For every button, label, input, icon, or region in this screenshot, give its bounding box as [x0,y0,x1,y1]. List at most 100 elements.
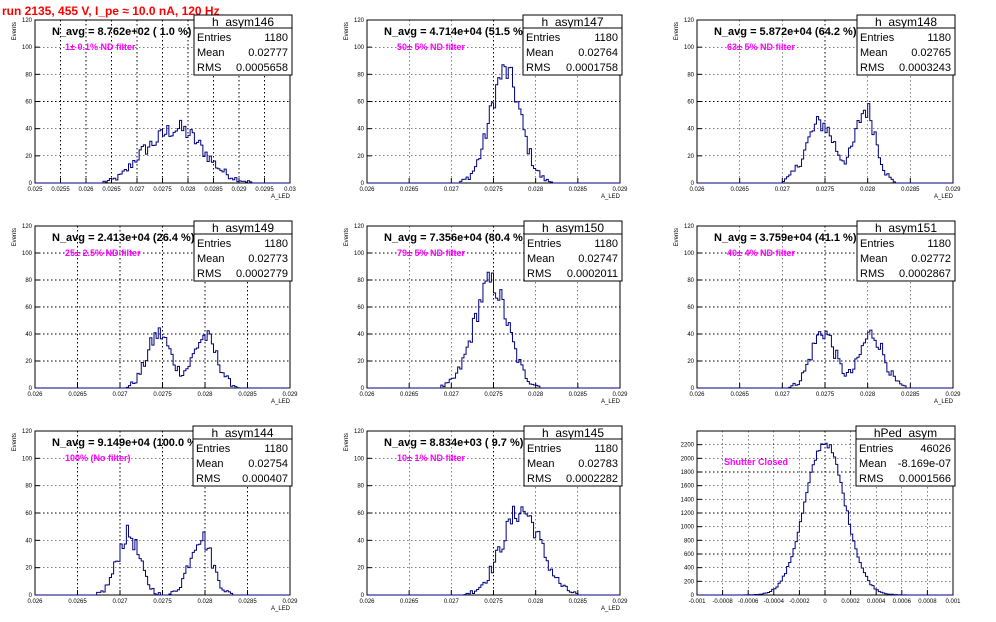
stats-title: h_asym147 [541,15,603,29]
x-tick-label: 0.0285 [569,187,588,193]
x-tick-label: 0.0285 [901,187,920,193]
x-tick-label: 0.026 [78,187,94,193]
y-tick-label: 1400 [681,497,695,503]
y-tick-label: 20 [357,359,364,365]
y-tick-label: 600 [684,552,695,558]
stats-value-rms: 0.0002282 [566,473,618,485]
y-tick-label: 40 [357,127,364,133]
x-tick-label: 0.029 [612,187,628,193]
stats-box: h_asym148 Entries 1180 Mean 0.02765 RMS 0.0003… [856,14,956,76]
stats-key-rms: RMS [197,62,221,74]
stats-value-entries: 1180 [264,443,288,455]
y-axis-title: Events [674,22,680,40]
y-tick-label: 60 [357,100,364,106]
x-tick-label: 0.027 [444,599,460,605]
stats-value-entries: 1180 [594,32,618,44]
x-tick-label: 0.028 [180,187,196,193]
stats-key-entries: Entries [197,238,232,250]
stats-title: h_asym148 [875,15,937,29]
stats-key-rms: RMS [860,268,884,280]
x-tick-label: 0.001 [945,599,961,605]
stats-value-rms: 0.0001566 [899,473,951,485]
y-tick-label: 100 [354,456,365,462]
histogram-line [35,119,290,184]
y-tick-label: 60 [25,511,32,517]
stats-box-frame [523,425,623,487]
y-tick-label: 40 [25,332,32,338]
x-tick-label: 0.028 [860,392,876,398]
stats-box: h_asym147 Entries 1180 Mean 0.02764 RMS 0.0001… [522,14,623,76]
y-tick-label: 120 [22,429,33,435]
histogram-panel-h_asym149: 0.026 0.0265 0.027 0.0275 0.028 0.0285 0.029 0 2… [12,220,298,405]
x-axis-title: A_LED [601,399,621,405]
x-tick-label: 0.0265 [102,187,121,193]
stats-box: hPed_asym Entries 46026 Mean -8.169e-07 RMS 0.… [855,425,956,487]
filter-label: 100% (No filter) [65,453,131,463]
stats-value-rms: 0.0003243 [899,62,951,74]
y-tick-label: 80 [25,72,32,78]
stats-box: h_asym150 Entries 1180 Mean 0.02747 RMS 0.0002… [523,220,623,282]
run-title: run 2135, 455 V, I_pe ≈ 10.0 nA, 120 Hz [2,4,220,18]
x-tick-label: 0.027 [112,392,128,398]
stats-box-frame [856,14,956,76]
y-axis-title: Events [12,433,18,451]
stats-box-frame [522,14,623,76]
stats-value-rms: 0.0001758 [566,62,618,74]
y-tick-label: 400 [684,566,695,572]
navg-label: N_avg = 8.762e+02 ( 1.0 %) [52,26,192,38]
y-tick-label: 100 [22,45,33,51]
y-tick-label: 800 [684,538,695,544]
stats-title: h_asym145 [542,426,604,440]
x-tick-label: 0.026 [689,187,705,193]
y-axis-title: Events [344,22,350,40]
stats-key-mean: Mean [527,253,555,265]
x-tick-label: 0.0275 [484,187,503,193]
stats-value-mean: 0.02772 [911,253,951,265]
y-tick-label: 40 [357,538,364,544]
navg-label: N_avg = 9.149e+04 (100.0 %) [52,437,201,449]
x-tick-label: 0.0275 [484,392,503,398]
x-tick-label: 0.025 [27,187,43,193]
y-tick-label: 120 [684,224,695,230]
filter-label: 50± 5% ND filter [397,42,465,52]
x-tick-label: 0.0265 [400,187,419,193]
y-tick-label: 60 [25,100,32,106]
stats-value-entries: 1180 [927,238,951,250]
x-axis-title: A_LED [271,194,291,200]
y-tick-label: 40 [687,332,694,338]
stats-box-frame [193,14,293,76]
stats-key-mean: Mean [859,458,887,470]
x-tick-label: 0.029 [282,599,298,605]
stats-value-mean: 0.02777 [248,47,288,59]
y-tick-label: 0 [691,593,695,599]
y-tick-label: 120 [22,224,33,230]
stats-key-entries: Entries [527,238,562,250]
x-tick-label: 0.027 [444,187,460,193]
x-tick-label: 0.0275 [153,392,172,398]
x-tick-label: 0.0275 [153,187,172,193]
x-tick-label: 0.0265 [68,599,87,605]
stats-key-entries: Entries [197,32,232,44]
x-tick-label: 0.0265 [400,392,419,398]
y-tick-label: 0 [361,181,365,187]
y-tick-label: 0 [361,386,365,392]
y-tick-label: 60 [687,100,694,106]
x-axis-title: A_LED [934,194,954,200]
stats-value-entries: 1180 [264,32,288,44]
stats-key-rms: RMS [860,62,884,74]
x-axis-title: A_LED [601,606,621,612]
x-axis-title: A_LED [271,606,291,612]
x-tick-label: -0.0004 [764,599,785,605]
stats-key-entries: Entries [859,443,894,455]
stats-value-rms: 0.0005658 [236,62,288,74]
stats-key-mean: Mean [527,458,555,470]
stats-value-rms: 0.0002867 [899,268,951,280]
stats-value-mean: 0.02765 [911,47,951,59]
y-axis-title: Events [12,228,18,246]
y-tick-label: 100 [354,251,365,257]
stats-value-mean: 0.02764 [578,47,618,59]
histogram-panel-h_asym147: 0.026 0.0265 0.027 0.0275 0.028 0.0285 0.029 0 2… [344,14,628,200]
stats-box-frame [856,220,956,282]
x-tick-label: -0.0006 [738,599,759,605]
